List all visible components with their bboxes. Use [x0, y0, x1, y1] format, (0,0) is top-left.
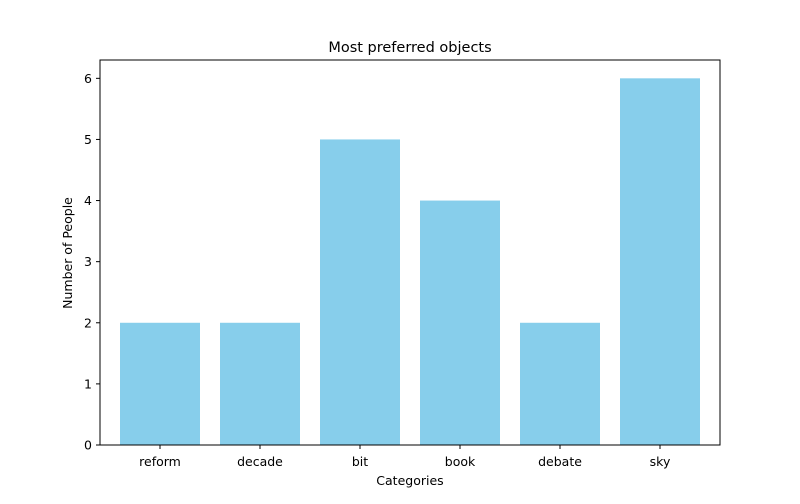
bar-bit [320, 139, 400, 445]
bar-decade [220, 322, 300, 445]
axes-frame [99, 59, 721, 446]
y-tick-label: 1 [84, 376, 92, 391]
x-tick-label: debate [538, 454, 582, 469]
bar-reform [120, 322, 200, 445]
bars-layer [120, 78, 700, 445]
bar-book [420, 200, 500, 445]
y-axis-label: Number of People [60, 197, 75, 309]
y-tick-label: 0 [84, 438, 92, 453]
y-tick-label: 4 [84, 193, 92, 208]
y-tick-label: 2 [84, 315, 92, 330]
y-tick-label: 3 [84, 254, 92, 269]
x-tick-label: bit [352, 454, 368, 469]
bar-debate [520, 322, 600, 445]
x-axis-label: Categories [376, 473, 443, 488]
chart-title: Most preferred objects [328, 40, 491, 56]
y-tick-label: 5 [84, 132, 92, 147]
x-tick-label: decade [237, 454, 283, 469]
x-tick-label: reform [139, 454, 181, 469]
bar-sky [620, 78, 700, 445]
x-tick-label: sky [650, 454, 671, 469]
axes-layer: reform decade bit book debate sky 0 1 2 3 4 5 6 [84, 59, 721, 469]
x-tick-label: book [445, 454, 476, 469]
y-tick-label: 6 [84, 71, 92, 86]
